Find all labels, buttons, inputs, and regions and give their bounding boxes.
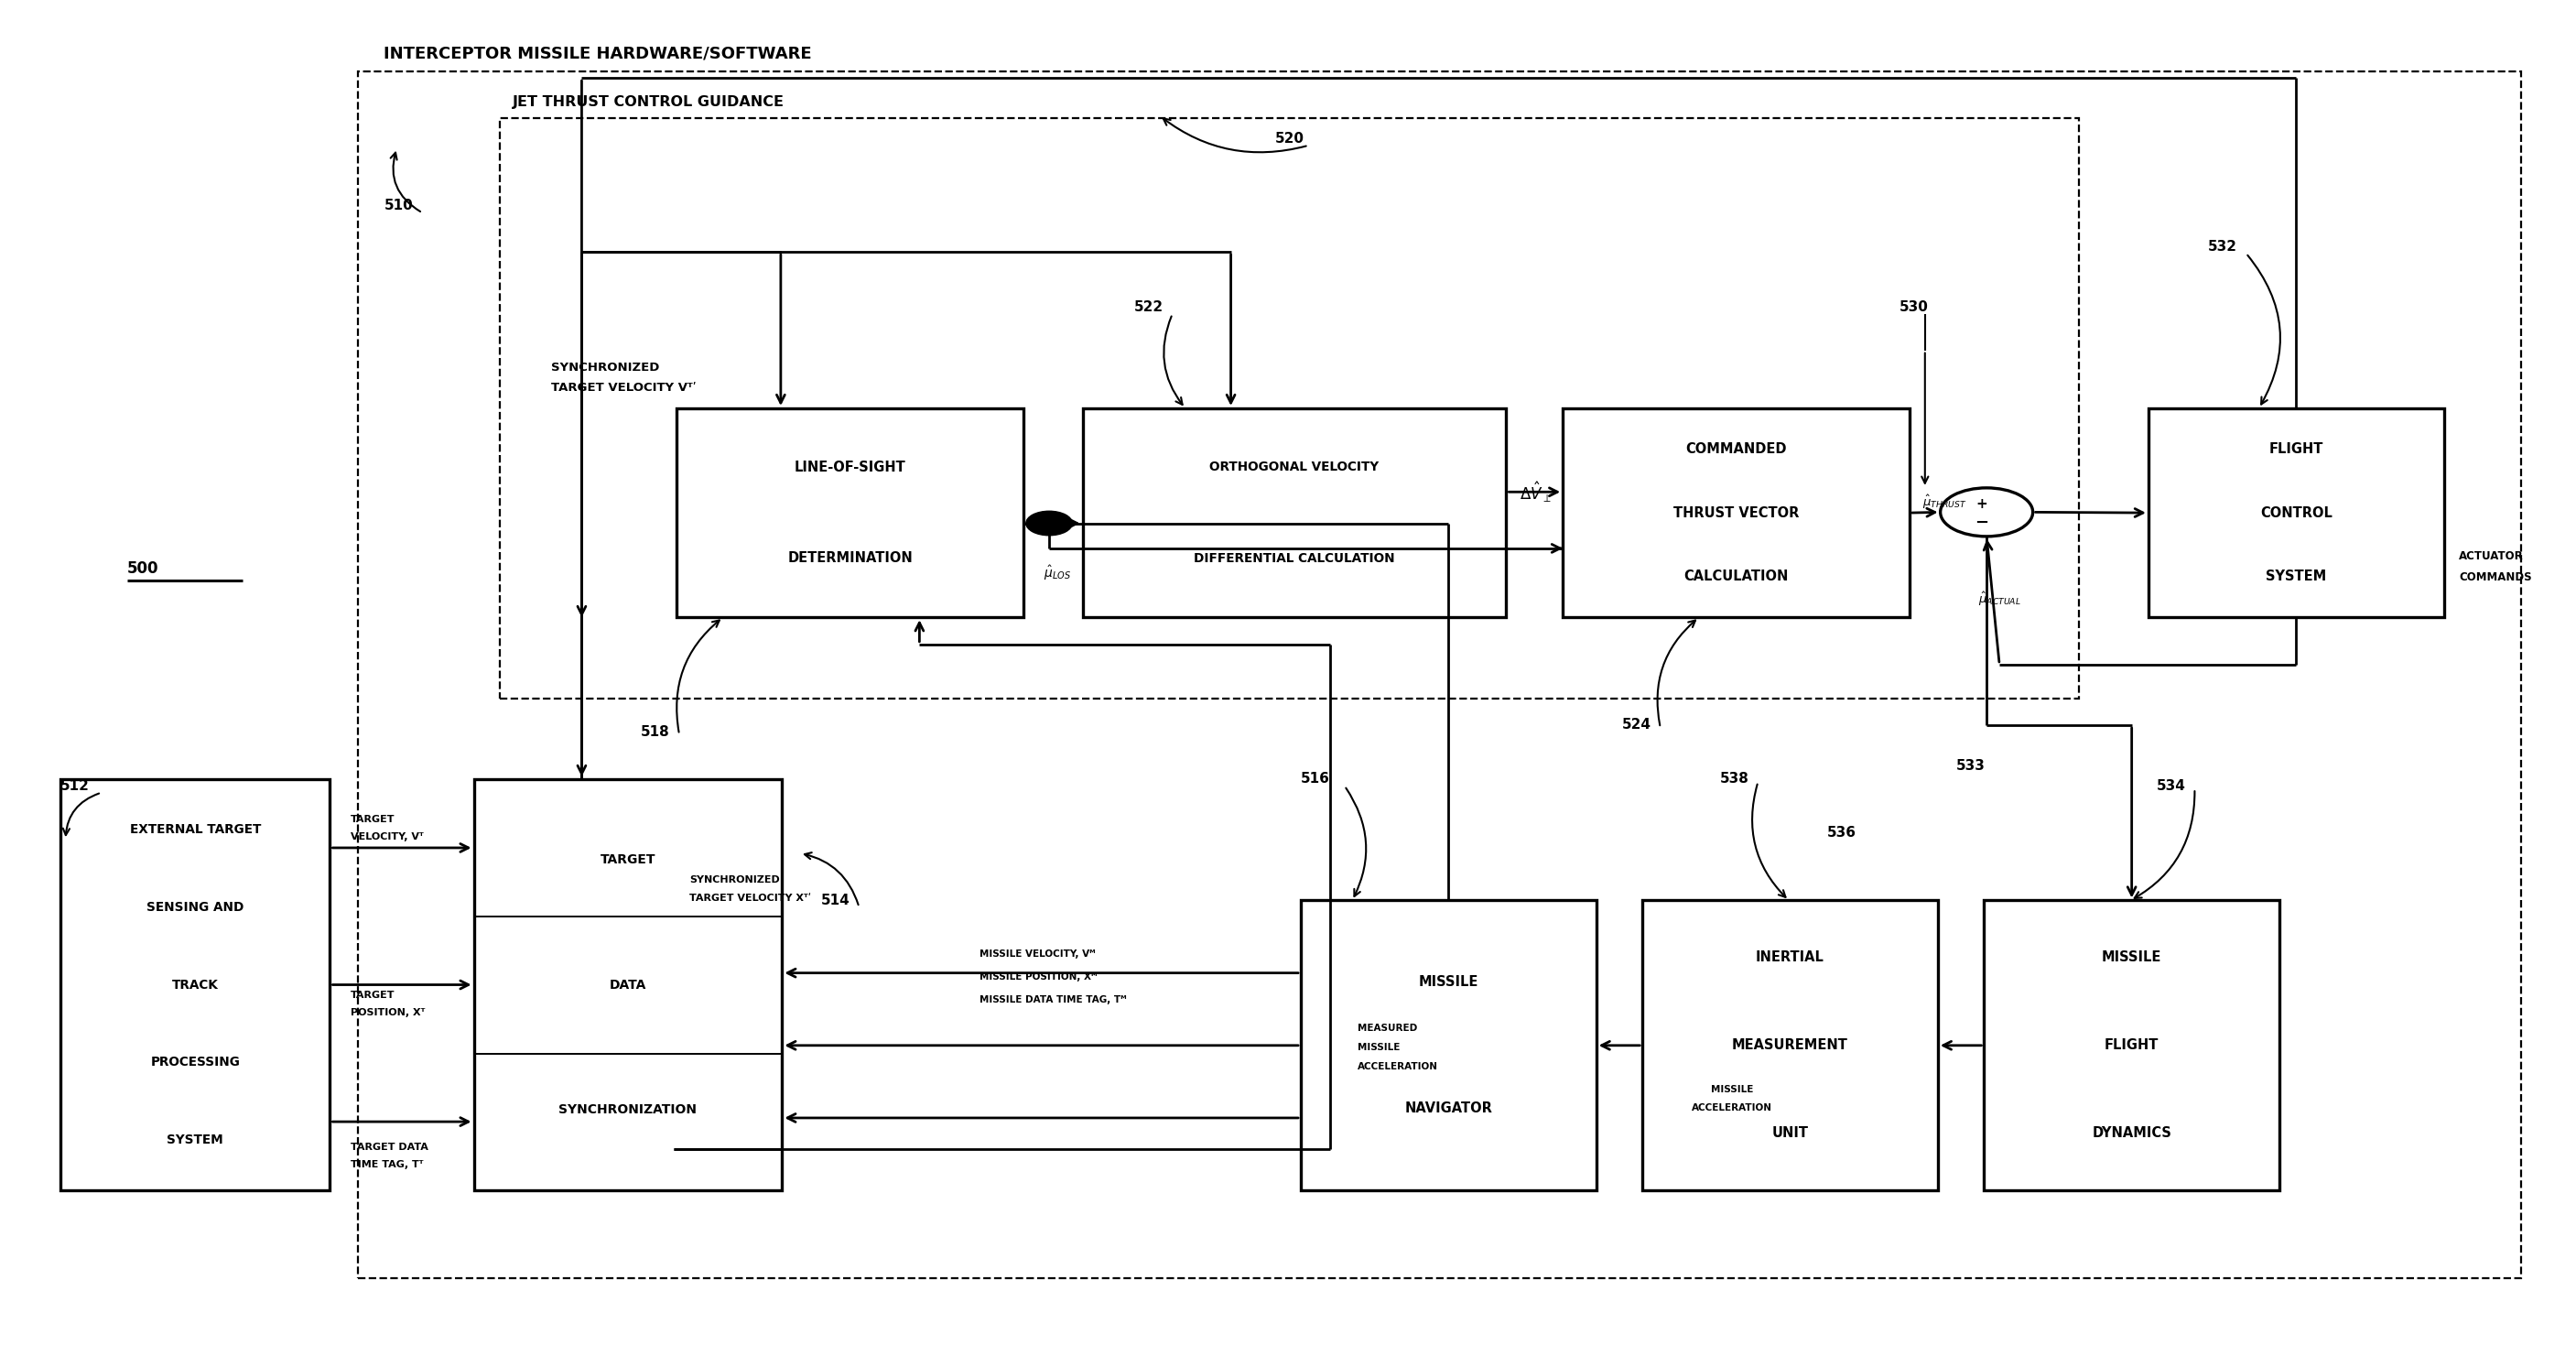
Text: THRUST VECTOR: THRUST VECTOR <box>1674 506 1798 519</box>
Text: $\hat{\mu}_{ACTUAL}$: $\hat{\mu}_{ACTUAL}$ <box>1978 590 2022 607</box>
Text: TARGET VELOCITY Xᵀʹ: TARGET VELOCITY Xᵀʹ <box>690 894 811 902</box>
Bar <box>1082 408 1507 617</box>
Text: 534: 534 <box>2156 778 2184 793</box>
Text: EXTERNAL TARGET: EXTERNAL TARGET <box>129 823 260 835</box>
Text: 524: 524 <box>1623 719 1651 732</box>
Text: SYSTEM: SYSTEM <box>167 1134 224 1146</box>
Text: MISSILE: MISSILE <box>1710 1085 1754 1094</box>
Text: LINE-OF-SIGHT: LINE-OF-SIGHT <box>793 461 907 475</box>
Text: UNIT: UNIT <box>1772 1127 1808 1140</box>
Bar <box>1643 900 1937 1191</box>
Text: NAVIGATOR: NAVIGATOR <box>1404 1101 1492 1116</box>
Text: 514: 514 <box>822 894 850 907</box>
Text: MEASUREMENT: MEASUREMENT <box>1731 1039 1847 1052</box>
Bar <box>1984 900 2280 1191</box>
Text: ACCELERATION: ACCELERATION <box>1358 1062 1437 1071</box>
Text: ORTHOGONAL VELOCITY: ORTHOGONAL VELOCITY <box>1211 461 1378 473</box>
Text: TARGET: TARGET <box>600 854 657 866</box>
Text: MISSILE: MISSILE <box>2102 951 2161 964</box>
Text: 520: 520 <box>1275 132 1303 145</box>
Text: SENSING AND: SENSING AND <box>147 900 245 914</box>
Text: +: + <box>1976 496 1989 510</box>
Text: $\hat{\mu}_{THRUST}$: $\hat{\mu}_{THRUST}$ <box>1922 494 1968 511</box>
Text: MEASURED: MEASURED <box>1358 1024 1417 1033</box>
Text: SYNCHRONIZED: SYNCHRONIZED <box>551 362 659 374</box>
Bar <box>677 408 1023 617</box>
Text: INTERCEPTOR MISSILE HARDWARE/SOFTWARE: INTERCEPTOR MISSILE HARDWARE/SOFTWARE <box>384 45 811 62</box>
Text: MISSILE: MISSILE <box>1358 1043 1399 1052</box>
Circle shape <box>1025 511 1072 536</box>
Text: CALCULATION: CALCULATION <box>1685 570 1788 583</box>
Text: DIFFERENTIAL CALCULATION: DIFFERENTIAL CALCULATION <box>1193 552 1396 564</box>
Bar <box>1301 900 1597 1191</box>
Bar <box>500 118 2079 698</box>
Text: JET THRUST CONTROL GUIDANCE: JET THRUST CONTROL GUIDANCE <box>513 95 783 108</box>
Text: 538: 538 <box>1721 772 1749 786</box>
Text: 518: 518 <box>641 725 670 739</box>
Text: VELOCITY, Vᵀ: VELOCITY, Vᵀ <box>350 833 422 842</box>
Text: 536: 536 <box>1826 826 1857 839</box>
Text: $\Delta\hat{V}_\perp$: $\Delta\hat{V}_\perp$ <box>1520 480 1551 504</box>
Text: ACCELERATION: ACCELERATION <box>1692 1104 1772 1113</box>
Text: TRACK: TRACK <box>173 978 219 991</box>
Text: 512: 512 <box>59 778 90 793</box>
Text: COMMANDED: COMMANDED <box>1685 442 1788 457</box>
Text: 530: 530 <box>1899 300 1929 315</box>
Text: FLIGHT: FLIGHT <box>2105 1039 2159 1052</box>
Text: CONTROL: CONTROL <box>2259 506 2331 519</box>
Text: ACTUATOR: ACTUATOR <box>2460 551 2524 563</box>
Text: TARGET: TARGET <box>350 815 394 824</box>
Bar <box>358 72 2522 1277</box>
Text: TARGET DATA: TARGET DATA <box>350 1143 428 1151</box>
Text: SYSTEM: SYSTEM <box>2267 570 2326 583</box>
Text: POSITION, Xᵀ: POSITION, Xᵀ <box>350 1008 425 1017</box>
Text: TARGET VELOCITY Vᵀʹ: TARGET VELOCITY Vᵀʹ <box>551 382 696 395</box>
Circle shape <box>1940 488 2032 537</box>
Text: 510: 510 <box>384 199 412 213</box>
Text: MISSILE VELOCITY, Vᴹ: MISSILE VELOCITY, Vᴹ <box>979 949 1095 959</box>
Text: 533: 533 <box>1955 758 1986 773</box>
Bar <box>1564 408 1909 617</box>
Bar <box>474 780 783 1191</box>
Text: 532: 532 <box>2208 240 2236 254</box>
Text: PROCESSING: PROCESSING <box>149 1056 240 1069</box>
Text: −: − <box>1976 515 1989 532</box>
Text: INERTIAL: INERTIAL <box>1757 951 1824 964</box>
Text: TIME TAG, Tᵀ: TIME TAG, Tᵀ <box>350 1161 422 1169</box>
Text: FLIGHT: FLIGHT <box>2269 442 2324 457</box>
Text: $\hat{\mu}_{LOS}$: $\hat{\mu}_{LOS}$ <box>1043 564 1072 582</box>
Text: COMMANDS: COMMANDS <box>2460 571 2532 583</box>
Text: MISSILE: MISSILE <box>1419 975 1479 990</box>
Bar <box>2148 408 2445 617</box>
Text: DATA: DATA <box>611 978 647 991</box>
Text: SYNCHRONIZATION: SYNCHRONIZATION <box>559 1102 698 1116</box>
Text: DYNAMICS: DYNAMICS <box>2092 1127 2172 1140</box>
Text: TARGET: TARGET <box>350 990 394 999</box>
Text: MISSILE POSITION, Xᴹ: MISSILE POSITION, Xᴹ <box>979 972 1097 982</box>
Text: 516: 516 <box>1301 772 1329 786</box>
Text: SYNCHRONIZED: SYNCHRONIZED <box>690 876 781 885</box>
Text: 500: 500 <box>126 560 160 576</box>
Text: MISSILE DATA TIME TAG, Tᴹ: MISSILE DATA TIME TAG, Tᴹ <box>979 995 1126 1005</box>
Text: 522: 522 <box>1133 300 1164 315</box>
Text: DETERMINATION: DETERMINATION <box>788 552 912 565</box>
Bar <box>59 780 330 1191</box>
